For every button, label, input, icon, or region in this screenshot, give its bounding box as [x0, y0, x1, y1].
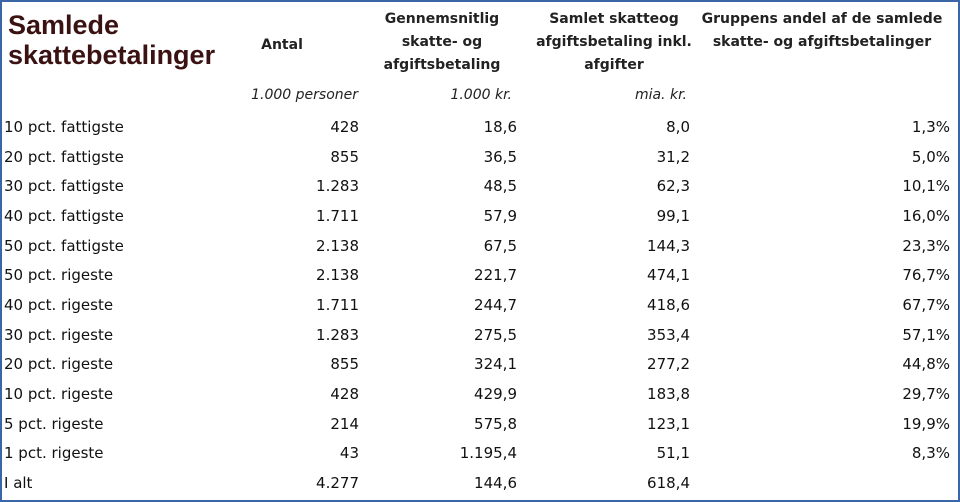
cell-value: 277,2 — [647, 355, 690, 374]
row-label: 10 pct. fattigste — [4, 118, 124, 136]
cell-value: 214 — [330, 414, 359, 433]
cell-value: 244,7 — [474, 296, 517, 315]
column-header: skatte- og — [401, 34, 483, 50]
cell-value: 18,6 — [483, 118, 517, 136]
cell-value: 16,0% — [902, 207, 950, 225]
cell-value: 144,3 — [647, 236, 690, 255]
cell-value: 144,6 — [474, 474, 517, 493]
cell-value: 2.138 — [316, 236, 359, 255]
unit-label: 1.000 kr. — [450, 87, 512, 103]
cell-value: 99,1 — [656, 207, 690, 225]
row-label: 20 pct. rigeste — [4, 355, 114, 374]
cell-value: 23,3% — [902, 236, 950, 255]
column-header: skatte- og afgiftsbetalinger — [712, 34, 932, 50]
cell-value: 353,4 — [647, 325, 690, 344]
title-line: skattebetalinger — [8, 40, 216, 70]
cell-value: 29,7% — [902, 385, 950, 404]
cell-value: 76,7% — [902, 266, 950, 285]
column-header: Samlet skatteog — [549, 11, 679, 27]
row-label: 5 pct. rigeste — [4, 414, 104, 433]
row-label: 1 pct. rigeste — [4, 444, 104, 463]
row-label: 30 pct. rigeste — [4, 325, 114, 344]
cell-value: 4.277 — [316, 474, 359, 493]
cell-value: 62,3 — [656, 177, 690, 196]
cell-value: 44,8% — [902, 355, 950, 374]
cell-value: 575,8 — [474, 414, 517, 433]
title-line: Samlede — [8, 10, 120, 40]
unit-label: mia. kr. — [634, 87, 687, 103]
cell-value: 51,1 — [656, 444, 690, 463]
cell-value: 1.711 — [316, 207, 359, 225]
cell-value: 57,1% — [902, 325, 950, 344]
cell-value: 5,0% — [911, 147, 950, 166]
cell-value: 67,5 — [483, 236, 517, 255]
cell-value: 324,1 — [474, 355, 517, 374]
cell-value: 19,9% — [902, 414, 950, 433]
cell-value: 855 — [330, 147, 359, 166]
row-label: 10 pct. rigeste — [4, 385, 114, 404]
cell-value: 428 — [330, 385, 359, 404]
cell-value: 8,3% — [911, 444, 950, 463]
cell-value: 31,2 — [656, 147, 690, 166]
cell-value: 183,8 — [647, 385, 690, 404]
row-label: I alt — [4, 474, 33, 493]
row-label: 50 pct. fattigste — [4, 236, 124, 255]
cell-value: 1.195,4 — [459, 444, 517, 463]
cell-value: 418,6 — [647, 296, 690, 315]
cell-value: 1.283 — [316, 325, 359, 344]
row-label: 40 pct. rigeste — [4, 296, 114, 315]
cell-value: 57,9 — [483, 207, 517, 225]
row-label: 20 pct. fattigste — [4, 147, 124, 166]
column-header: afgiftsbetaling inkl. — [536, 34, 692, 50]
row-label: 30 pct. fattigste — [4, 177, 124, 196]
cell-value: 428 — [330, 118, 359, 136]
cell-value: 1,3% — [911, 118, 950, 136]
column-header: Antal — [261, 37, 303, 53]
column-header: afgifter — [584, 57, 644, 73]
cell-value: 855 — [330, 355, 359, 374]
cell-value: 8,0 — [666, 118, 690, 136]
unit-label: 1.000 personer — [251, 87, 358, 103]
cell-value: 275,5 — [474, 325, 517, 344]
cell-value: 36,5 — [483, 147, 517, 166]
cell-value: 618,4 — [647, 474, 690, 493]
cell-value: 1.711 — [316, 296, 359, 315]
cell-value: 43 — [339, 444, 359, 463]
column-header: Gruppens andel af de samlede — [701, 11, 943, 27]
cell-value: 10,1% — [902, 177, 950, 196]
row-label: 40 pct. fattigste — [4, 207, 124, 225]
column-header: Gennemsnitlig — [384, 11, 500, 27]
cell-value: 48,5 — [483, 177, 517, 196]
cell-value: 474,1 — [647, 266, 690, 285]
cell-value: 221,7 — [474, 266, 517, 285]
cell-value: 1.283 — [316, 177, 359, 196]
column-header: afgiftsbetaling — [383, 57, 501, 73]
cell-value: 123,1 — [647, 414, 690, 433]
cell-value: 67,7% — [902, 296, 950, 315]
row-label: 50 pct. rigeste — [4, 266, 114, 285]
cell-value: 2.138 — [316, 266, 359, 285]
cell-value: 429,9 — [474, 385, 517, 404]
